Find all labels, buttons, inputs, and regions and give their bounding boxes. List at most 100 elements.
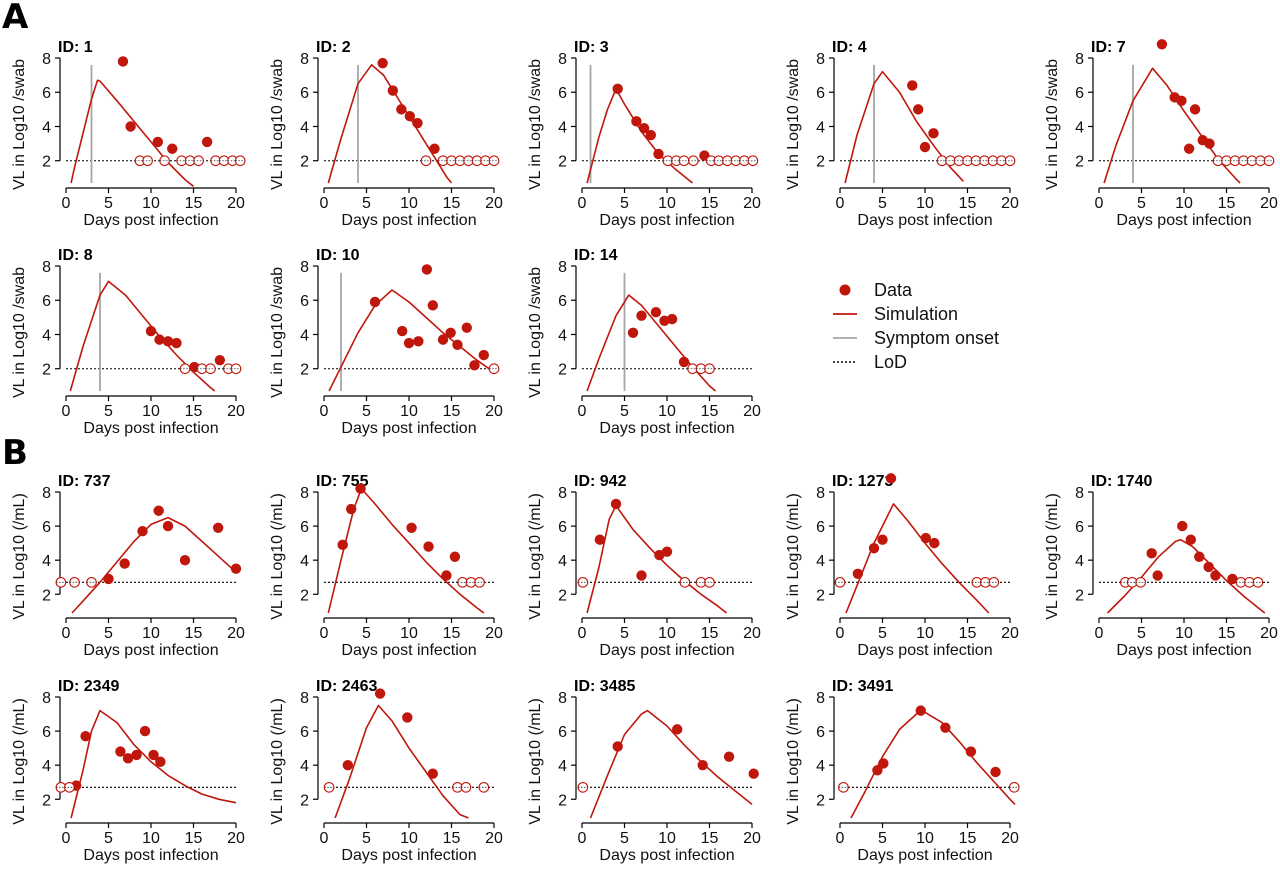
censored-point [1235,576,1247,588]
data-point [661,546,673,557]
y-tick-label: 2 [816,587,825,604]
censored-point [730,155,742,167]
x-tick-label: 0 [320,830,329,847]
censored-point [1229,155,1241,167]
x-tick-label: 5 [620,195,629,212]
censored-point [678,155,690,167]
x-tick-label: 10 [658,625,676,642]
simulation-line [327,487,485,614]
censored-point [460,781,472,793]
y-axis-label: VL in Log10 (/mL) [11,493,28,620]
data-point [654,549,665,561]
censored-point [471,155,483,167]
censored-point [838,781,849,793]
data-point [1152,570,1163,581]
y-tick-label: 8 [300,259,309,276]
censored-point [420,155,432,167]
x-tick-label: 10 [142,195,160,212]
y-tick-label: 8 [816,485,825,502]
data-point [154,334,165,345]
y-tick-label: 8 [42,690,51,707]
data-point [412,117,423,129]
x-tick-label: 5 [878,830,887,847]
x-tick-label: 5 [104,625,113,642]
legend-item-simulation: Simulation [832,302,1072,326]
x-tick-label: 15 [443,830,461,847]
y-tick-label: 4 [42,553,51,570]
x-tick-label: 20 [1001,830,1019,847]
subplot-title: ID: 4 [832,39,867,56]
censored-point [1004,155,1016,167]
y-tick-label: 6 [558,724,567,741]
data-point [387,85,399,96]
censored-point [323,781,335,793]
censored-point [687,155,699,167]
y-tick-label: 4 [558,327,567,344]
data-point [137,525,148,537]
censored-point [463,155,474,167]
y-axis-label: VL in Log10 /swab [1044,59,1061,190]
censored-point [218,155,230,167]
data-point [1203,561,1214,573]
subplot-title: ID: 14 [574,247,618,264]
y-tick-label: 4 [558,758,567,775]
y-tick-label: 4 [300,327,309,344]
data-point [406,522,417,533]
data-point [377,57,388,69]
y-tick-label: 6 [558,85,567,102]
simulation-line [69,280,216,392]
x-tick-label: 5 [620,625,629,642]
subplot-title: ID: 1273 [832,473,893,490]
censored-point [695,576,707,588]
x-tick-label: 10 [400,195,418,212]
y-tick-label: 8 [558,51,567,68]
data-point [653,148,664,160]
x-tick-label: 0 [578,830,587,847]
panel-label-b: B [2,433,28,473]
censored-point [134,155,146,167]
censored-point [996,155,1007,167]
x-tick-label: 15 [701,403,719,420]
y-tick-label: 8 [558,259,567,276]
x-tick-label: 5 [104,403,113,420]
y-tick-label: 4 [816,553,825,570]
censored-point [1126,576,1138,588]
data-point [429,143,440,154]
x-tick-label: 10 [658,195,676,212]
y-tick-label: 2 [300,362,309,379]
y-axis-label: VL in Log10 (/mL) [269,698,286,825]
y-axis-label: VL in Log10 /swab [527,267,544,398]
data-point [131,749,142,761]
x-tick-label: 20 [227,830,245,847]
censored-point [962,155,973,167]
x-tick-label: 15 [1218,195,1236,212]
data-point [337,539,348,551]
y-tick-label: 4 [1075,119,1084,136]
data-point [748,768,759,779]
x-tick-label: 0 [836,195,845,212]
y-tick-label: 2 [42,362,51,379]
censored-point [69,576,80,588]
x-axis-label: Days post infection [599,212,734,229]
x-tick-label: 10 [658,403,676,420]
y-tick-label: 6 [816,724,825,741]
data-point [659,315,670,326]
data-point [80,730,91,742]
data-point [852,568,864,580]
data-point [212,522,224,533]
censored-point [64,781,75,793]
x-axis-label: Days post infection [599,642,734,659]
x-tick-label: 15 [701,830,719,847]
y-tick-label: 2 [42,587,51,604]
y-tick-label: 8 [558,690,567,707]
y-tick-label: 2 [300,154,309,171]
censored-point [488,363,500,375]
simulation-line [70,79,194,188]
